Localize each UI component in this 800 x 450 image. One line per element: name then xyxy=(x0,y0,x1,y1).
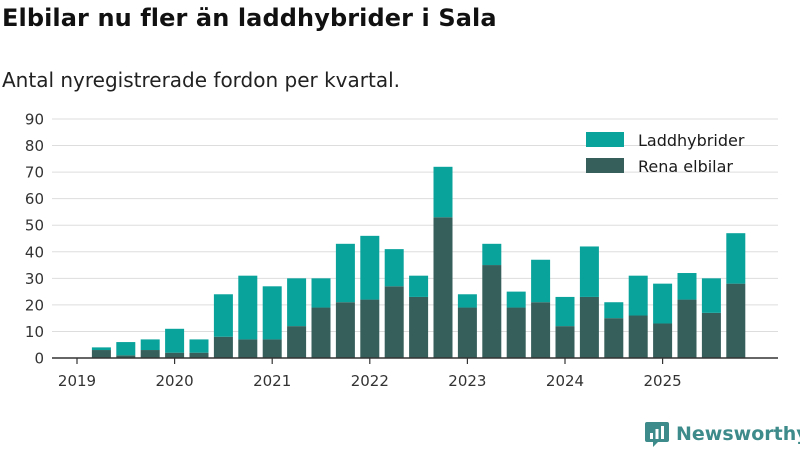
x-tick-label: 2025 xyxy=(644,372,682,390)
bar-rena-elbilar xyxy=(482,265,502,358)
legend-label: Rena elbilar xyxy=(638,157,733,176)
y-tick-label: 20 xyxy=(25,296,44,314)
bar-rena-elbilar xyxy=(360,299,380,358)
x-axis: 2019 2020 2021 2022 2023 2024 2025 xyxy=(52,357,778,390)
bar-rena-elbilar xyxy=(457,307,477,358)
bar-rena-elbilar xyxy=(433,217,453,358)
y-tick-label: 70 xyxy=(25,164,44,182)
y-tick-label: 50 xyxy=(25,217,44,235)
bar-laddhybrider xyxy=(604,302,624,319)
bar-rena-elbilar xyxy=(701,312,721,358)
bar-laddhybrider xyxy=(701,278,721,313)
bar-laddhybrider xyxy=(238,275,258,340)
bar-laddhybrider xyxy=(579,246,599,297)
y-tick-label: 10 xyxy=(25,323,44,341)
bar-laddhybrider xyxy=(116,342,136,356)
bar-laddhybrider xyxy=(653,283,673,324)
bar-laddhybrider xyxy=(726,233,746,284)
y-tick-label: 40 xyxy=(25,243,44,261)
bar-rena-elbilar xyxy=(311,307,331,358)
bar-laddhybrider xyxy=(360,235,380,300)
bar-rena-elbilar xyxy=(531,302,551,358)
bar-rena-elbilar xyxy=(262,339,282,358)
bar-rena-elbilar xyxy=(604,318,624,358)
bar-rena-elbilar xyxy=(189,352,209,358)
x-tick-label: 2024 xyxy=(546,372,584,390)
stacked-bar-chart: 0 10 20 30 40 50 60 70 80 90 2019 2020 2021 2022 2023… xyxy=(25,111,778,390)
bar-laddhybrider xyxy=(311,278,331,308)
bar-rena-elbilar xyxy=(91,350,111,358)
legend: Laddhybrider Rena elbilar xyxy=(586,131,745,176)
bar-rena-elbilar xyxy=(409,296,429,358)
bar-rena-elbilar xyxy=(140,350,160,358)
bar-rena-elbilar xyxy=(335,302,355,358)
y-tick-label: 0 xyxy=(34,350,44,368)
bar-laddhybrider xyxy=(384,249,404,287)
x-tick-label: 2023 xyxy=(448,372,486,390)
bar-rena-elbilar xyxy=(213,336,233,358)
y-tick-label: 30 xyxy=(25,270,44,288)
y-tick-label: 60 xyxy=(25,190,44,208)
legend-swatch xyxy=(586,158,624,173)
bar-laddhybrider xyxy=(165,328,185,353)
bar-laddhybrider xyxy=(189,339,209,353)
bar-laddhybrider xyxy=(140,339,160,351)
legend-swatch xyxy=(586,132,624,147)
chart-title: Elbilar nu fler än laddhybrider i Sala xyxy=(2,4,497,32)
bar-laddhybrider xyxy=(287,278,307,327)
bar-laddhybrider xyxy=(409,275,429,297)
bar-laddhybrider xyxy=(506,291,526,308)
bars xyxy=(91,166,746,358)
bar-laddhybrider xyxy=(555,296,575,327)
bar-laddhybrider xyxy=(457,294,477,308)
bar-rena-elbilar xyxy=(287,326,307,358)
y-tick-label: 80 xyxy=(25,137,44,155)
bar-rena-elbilar xyxy=(165,352,185,358)
x-tick-label: 2021 xyxy=(253,372,291,390)
brand-footer: Newsworthy xyxy=(644,420,800,448)
bar-laddhybrider xyxy=(482,243,502,266)
y-axis-ticks: 0 10 20 30 40 50 60 70 80 90 xyxy=(25,111,44,368)
bar-laddhybrider xyxy=(628,275,648,316)
bar-laddhybrider xyxy=(213,294,233,337)
chart-subtitle: Antal nyregistrerade fordon per kvartal. xyxy=(2,68,401,92)
bar-rena-elbilar xyxy=(628,315,648,358)
x-tick-label: 2020 xyxy=(156,372,194,390)
bar-laddhybrider xyxy=(335,243,355,303)
legend-label: Laddhybrider xyxy=(638,131,745,150)
x-tick-label: 2019 xyxy=(58,372,96,390)
bar-laddhybrider xyxy=(91,347,111,351)
bar-laddhybrider xyxy=(262,286,282,340)
brand-name: Newsworthy xyxy=(676,423,800,445)
bar-rena-elbilar xyxy=(555,326,575,358)
bar-laddhybrider xyxy=(677,273,697,300)
bar-rena-elbilar xyxy=(579,296,599,358)
bar-rena-elbilar xyxy=(506,307,526,358)
bar-laddhybrider xyxy=(433,166,453,218)
bar-rena-elbilar xyxy=(726,283,746,358)
newsworthy-logo-icon xyxy=(645,422,669,447)
bar-rena-elbilar xyxy=(653,323,673,358)
bar-rena-elbilar xyxy=(677,299,697,358)
bar-rena-elbilar xyxy=(238,339,258,358)
bar-laddhybrider xyxy=(531,259,551,303)
y-tick-label: 90 xyxy=(25,111,44,129)
bar-rena-elbilar xyxy=(384,286,404,358)
bar-rena-elbilar xyxy=(116,355,136,358)
x-tick-label: 2022 xyxy=(351,372,389,390)
